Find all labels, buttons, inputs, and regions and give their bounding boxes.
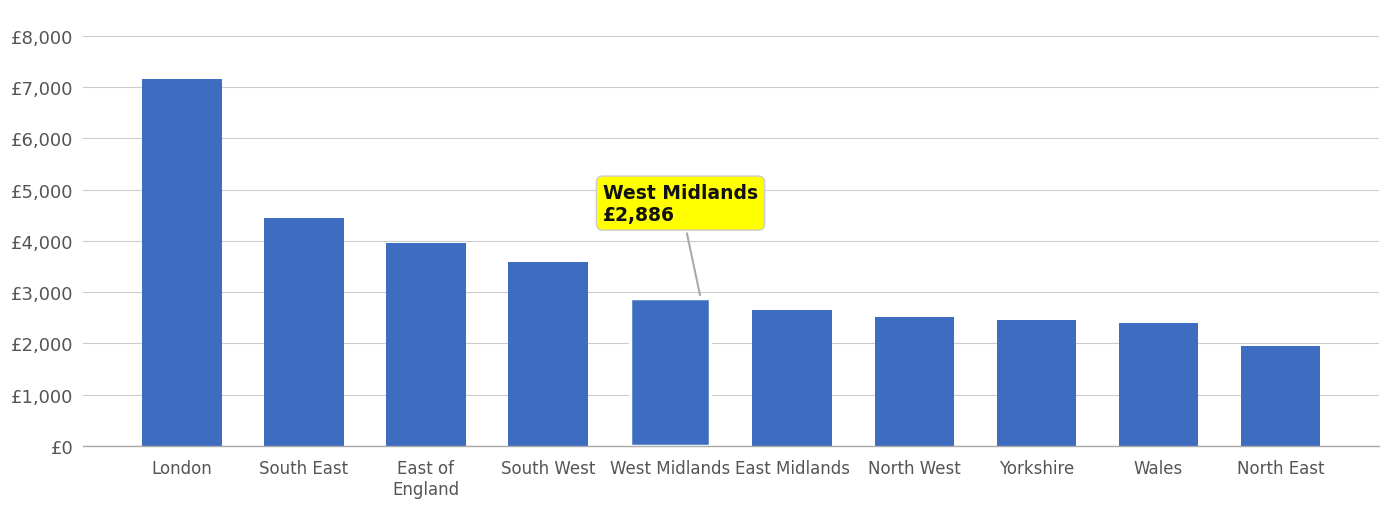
Bar xyxy=(509,263,588,446)
Bar xyxy=(752,310,831,446)
Bar xyxy=(1241,347,1320,446)
Bar xyxy=(386,244,466,446)
Bar xyxy=(874,318,954,446)
Bar xyxy=(997,321,1076,446)
Bar xyxy=(1119,324,1198,446)
Text: West Midlands
£2,886: West Midlands £2,886 xyxy=(603,183,758,296)
Bar xyxy=(631,298,710,446)
Bar xyxy=(264,218,343,446)
Bar xyxy=(142,80,221,446)
